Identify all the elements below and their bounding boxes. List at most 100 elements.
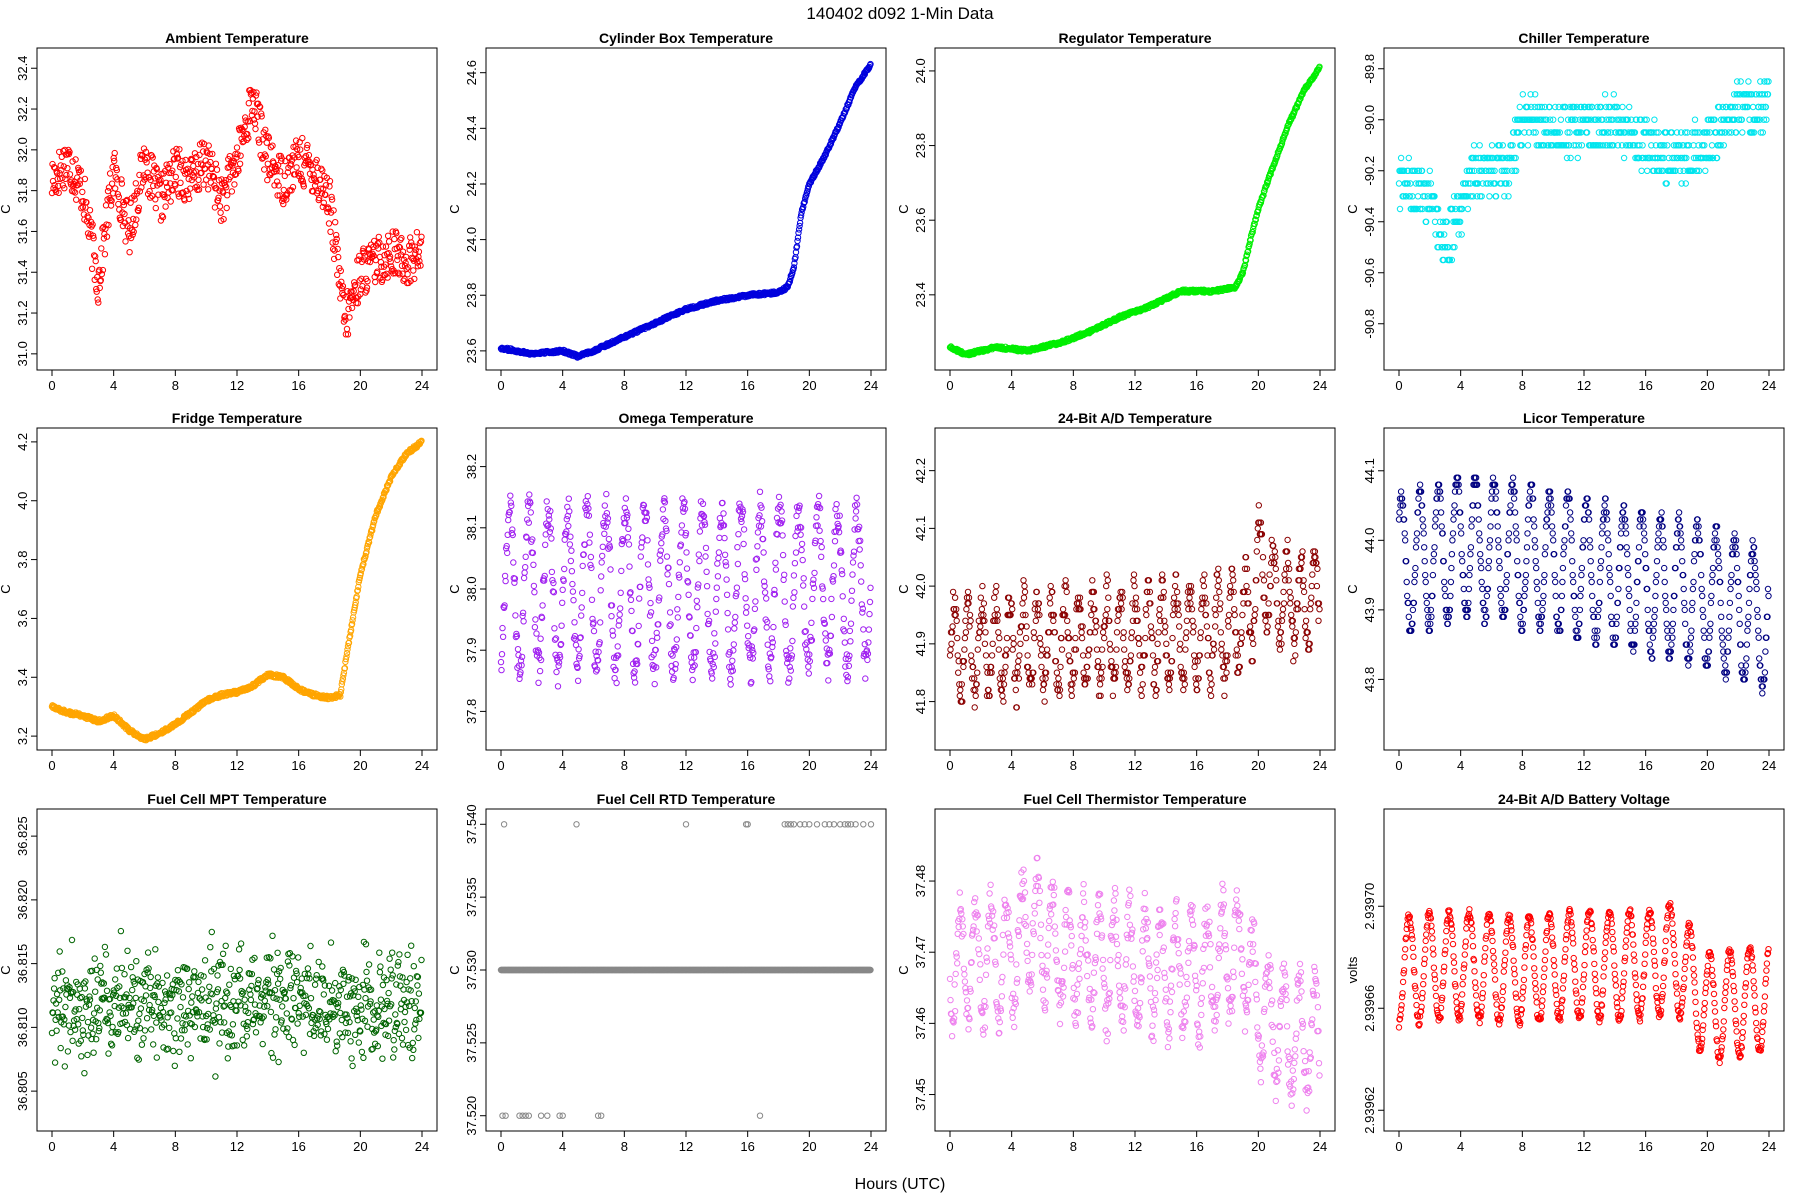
data-point [64, 165, 71, 172]
data-point [849, 559, 857, 566]
data-point [972, 692, 979, 699]
y-tick-label: 23.8 [464, 283, 479, 308]
data-point [995, 646, 1002, 653]
data-point [319, 167, 326, 174]
data-point [786, 663, 793, 671]
data-point [543, 498, 550, 505]
data-point [1135, 640, 1143, 647]
y-axis: 23.623.824.024.224.424.6 [464, 60, 486, 364]
data-point [498, 651, 506, 658]
data-point [1190, 623, 1197, 630]
data-point [644, 537, 651, 544]
data-point [339, 283, 347, 290]
data-point [1022, 634, 1030, 642]
data-point [94, 296, 101, 303]
data-point [949, 588, 957, 596]
data-point [114, 176, 121, 183]
data-point [695, 551, 702, 558]
data-point [791, 260, 798, 267]
data-point [584, 493, 591, 500]
y-axis-label: C [447, 204, 462, 213]
data-point [558, 622, 565, 629]
data-point [176, 146, 183, 153]
data-point [860, 626, 867, 633]
data-point [209, 150, 216, 158]
data-point [946, 652, 954, 659]
data-point [325, 220, 333, 227]
data-point [1021, 582, 1028, 590]
data-point [384, 274, 391, 281]
data-point [831, 538, 839, 545]
data-point [197, 160, 205, 167]
data-point [1638, 167, 1645, 175]
data-point [185, 191, 192, 198]
data-point [1155, 629, 1162, 636]
data-point [289, 183, 297, 191]
data-point [63, 171, 70, 179]
data-point [303, 144, 311, 152]
y-axis-label: C [0, 204, 13, 213]
data-point [980, 600, 988, 607]
data-point [1169, 634, 1176, 642]
data-point [90, 252, 98, 259]
data-point [90, 235, 97, 242]
data-point [988, 652, 996, 659]
y-tick-label: 32.2 [15, 96, 30, 121]
data-point [561, 536, 568, 543]
data-point [215, 194, 222, 202]
data-point [89, 232, 97, 239]
data-point [1087, 600, 1095, 607]
plot-frame [36, 427, 438, 751]
x-tick-label: 12 [679, 758, 693, 773]
data-point [1003, 634, 1011, 642]
data-point [627, 596, 635, 603]
data-point [626, 563, 633, 570]
data-point [689, 676, 696, 684]
data-point [508, 502, 515, 509]
data-point [1036, 634, 1044, 642]
data-point [967, 617, 974, 624]
x-tick-label: 12 [1577, 378, 1591, 393]
data-point [800, 582, 807, 589]
data-points [48, 437, 425, 744]
data-point [64, 150, 72, 157]
data-point [195, 186, 203, 193]
data-point [966, 623, 973, 630]
data-point [772, 566, 780, 573]
data-point [603, 490, 610, 498]
data-point [758, 518, 766, 525]
data-point [800, 575, 807, 582]
data-point [995, 629, 1002, 636]
data-point [133, 216, 140, 223]
x-axis: 0 4 8 12 16 20 24 [48, 750, 429, 773]
y-tick-label: 37.8 [464, 699, 479, 724]
data-point [598, 559, 605, 566]
x-tick-label: 24 [415, 378, 429, 393]
data-point [790, 572, 798, 579]
data-point [853, 494, 860, 501]
data-point [273, 168, 280, 175]
data-point [520, 574, 528, 582]
data-point [1068, 686, 1075, 694]
data-point [224, 192, 231, 199]
data-point [293, 164, 300, 171]
data-point [674, 614, 681, 621]
data-point [974, 646, 981, 653]
data-point [411, 243, 418, 250]
data-point [527, 509, 534, 516]
data-point [968, 658, 975, 665]
data-point [608, 613, 615, 620]
y-tick-label: 31.0 [15, 341, 30, 366]
data-point [957, 686, 964, 694]
data-points [1395, 78, 1772, 264]
data-point [405, 279, 412, 287]
data-point [1397, 154, 1405, 162]
data-point [731, 619, 738, 626]
data-point [599, 543, 606, 550]
data-point [93, 288, 100, 295]
data-point [333, 231, 340, 239]
data-point [1152, 692, 1159, 699]
data-point [716, 534, 723, 541]
data-point [499, 633, 507, 640]
data-point [1103, 571, 1110, 578]
